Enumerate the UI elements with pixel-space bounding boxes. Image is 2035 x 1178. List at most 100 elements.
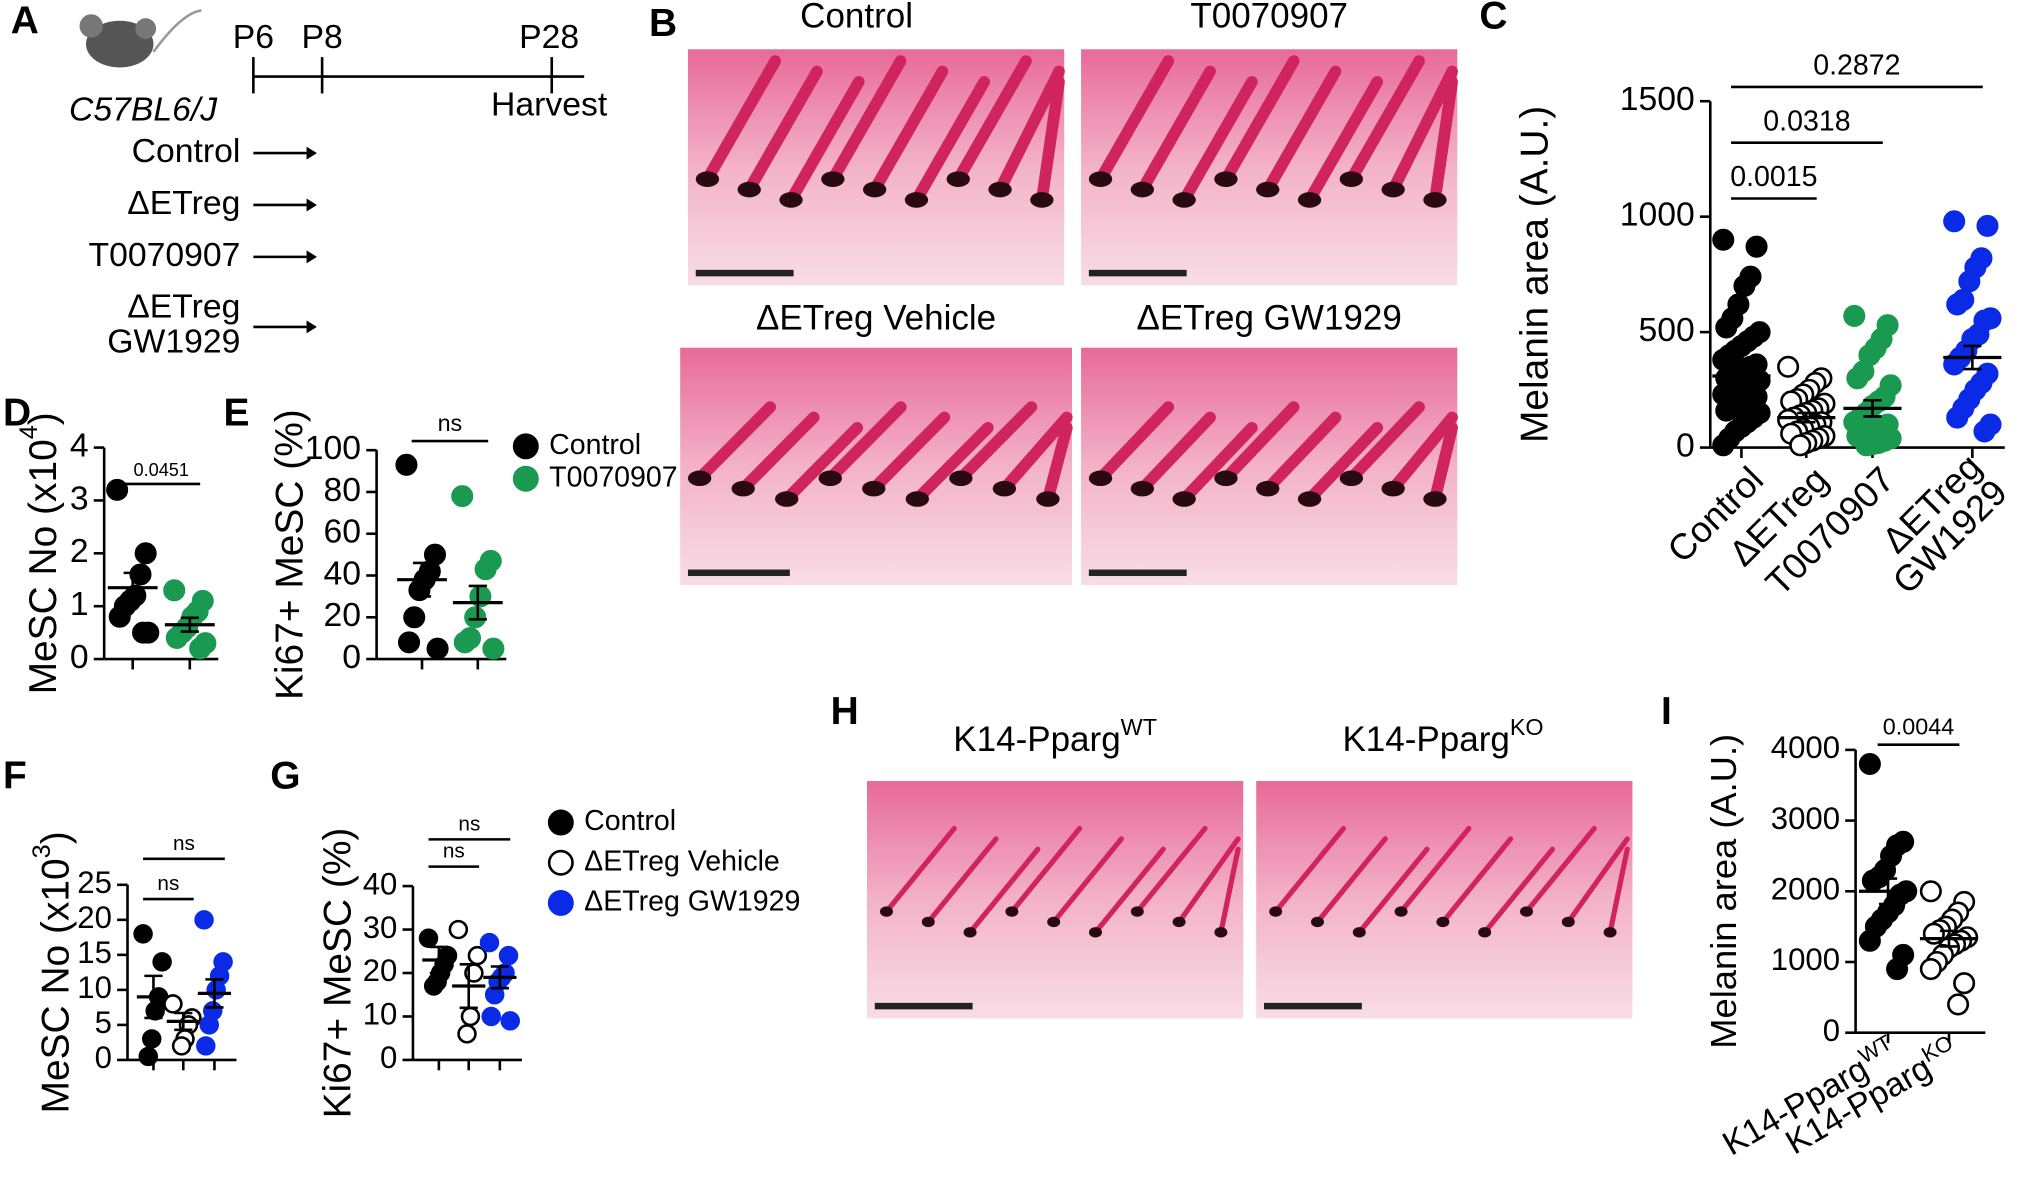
data-point <box>395 453 418 476</box>
data-point <box>1946 293 1969 316</box>
error-bar <box>490 965 509 990</box>
hair-bulb <box>1423 192 1447 208</box>
data-point <box>1843 304 1866 327</box>
hair-follicle <box>1440 836 1514 925</box>
timeline <box>252 57 585 94</box>
arrow-head <box>306 250 317 264</box>
hair-bulb <box>1603 927 1617 938</box>
endpoint: Harvest <box>491 85 608 123</box>
panel-label: D <box>3 391 31 434</box>
scale-bar <box>695 269 794 277</box>
data-point <box>1976 214 1999 237</box>
hair-follicle <box>998 411 1073 495</box>
image-title: K14-PpargKO <box>1342 714 1543 759</box>
data-point <box>418 928 439 948</box>
label-text: Melanin area (A.U.) <box>1514 106 1557 443</box>
y-tick-label: 1000 <box>1620 196 1695 234</box>
error-bar <box>1863 398 1882 418</box>
data-point <box>1886 958 1909 981</box>
error-bar <box>144 974 163 1020</box>
group-label: ΔETreg <box>127 184 240 222</box>
data-point <box>398 631 421 654</box>
histology-image <box>867 781 1244 1019</box>
y-tick-label: 40 <box>363 866 398 901</box>
data-point <box>1712 434 1735 457</box>
label-text: Melanin area (A.U.) <box>1702 734 1743 1049</box>
hair-follicle <box>1429 421 1458 505</box>
legend-label: Control <box>549 429 641 461</box>
y-axis-label: MeSC No (x104) <box>15 412 65 694</box>
histology-image <box>687 49 1065 286</box>
panel-label: C <box>1479 0 1507 37</box>
hair-bulb <box>1130 906 1144 917</box>
hair-follicle <box>1134 825 1208 915</box>
error-bar <box>1939 929 1959 948</box>
data-point <box>481 1006 501 1027</box>
legend-label: T0070907 <box>549 461 678 493</box>
group-label: GW1929 <box>107 323 240 361</box>
scale-bar <box>1088 269 1187 277</box>
hair-follicle <box>925 836 999 925</box>
hair-follicle <box>1482 846 1556 935</box>
label-text: ) <box>35 831 78 844</box>
hair-follicle <box>910 76 991 206</box>
hair-bulb <box>1394 906 1408 917</box>
y-tick-label: 20 <box>77 900 112 935</box>
hair-follicle <box>1178 421 1258 505</box>
y-tick-label: 0 <box>1676 426 1695 464</box>
error-bar <box>468 584 487 621</box>
y-tick-label: 0 <box>380 1040 397 1075</box>
hair-follicle <box>994 65 1065 196</box>
hair-bulb <box>731 480 755 497</box>
y-tick-label: 20 <box>324 596 362 634</box>
hair-follicle <box>1345 55 1425 186</box>
hair-follicle <box>1303 76 1384 206</box>
panel-label: G <box>270 755 300 798</box>
hair-bulb <box>1130 480 1155 497</box>
title-text: K14-Pparg <box>1342 720 1509 759</box>
error-bar <box>174 1011 193 1032</box>
data-point <box>129 563 152 586</box>
panel-label: E <box>224 391 250 434</box>
hair-bulb <box>1339 470 1364 487</box>
label-text: Ki67+ MeSC (%) <box>317 828 360 1119</box>
y-tick-label: 60 <box>324 513 362 551</box>
hair-bulb <box>1381 480 1405 497</box>
data-point <box>108 605 131 628</box>
hair-follicle <box>1094 55 1175 186</box>
panel-label: F <box>3 755 27 798</box>
hair-bulb <box>1036 491 1060 507</box>
error-bar <box>180 616 199 633</box>
hair-bulb <box>1297 491 1322 507</box>
hair-follicle <box>1261 65 1342 196</box>
y-tick-label: 3 <box>70 479 89 517</box>
group-label: ΔETreg <box>127 288 240 326</box>
hair-bulb <box>1381 181 1405 198</box>
hair-bulb <box>921 916 935 928</box>
hair-follicle <box>1220 401 1300 485</box>
y-tick-label: 4000 <box>1771 730 1840 765</box>
hair-follicle <box>1051 836 1124 925</box>
hair-follicle <box>1523 825 1597 915</box>
hair-bulb <box>818 470 842 487</box>
data-point <box>1777 355 1800 378</box>
data-point <box>1943 210 1966 233</box>
hair-bulb <box>963 927 977 938</box>
hair-follicle <box>1176 836 1241 925</box>
data-point <box>171 1036 192 1056</box>
data-point <box>194 910 214 930</box>
hair-follicle <box>1314 836 1388 925</box>
hair-follicle <box>952 55 1032 186</box>
hair-bulb <box>1269 906 1283 917</box>
hair-follicle <box>1387 411 1458 495</box>
y-tick-label: 100 <box>305 429 361 467</box>
y-axis-label: Ki67+ MeSC (%) <box>269 409 312 700</box>
data-point <box>133 924 153 944</box>
comparison-label: ns <box>458 812 480 835</box>
data-point <box>484 985 505 1005</box>
y-tick-label: 20 <box>363 953 398 988</box>
hair-follicle <box>693 401 777 485</box>
scale-bar <box>1088 569 1187 577</box>
y-axis-label: MeSC No (x103) <box>28 831 78 1113</box>
